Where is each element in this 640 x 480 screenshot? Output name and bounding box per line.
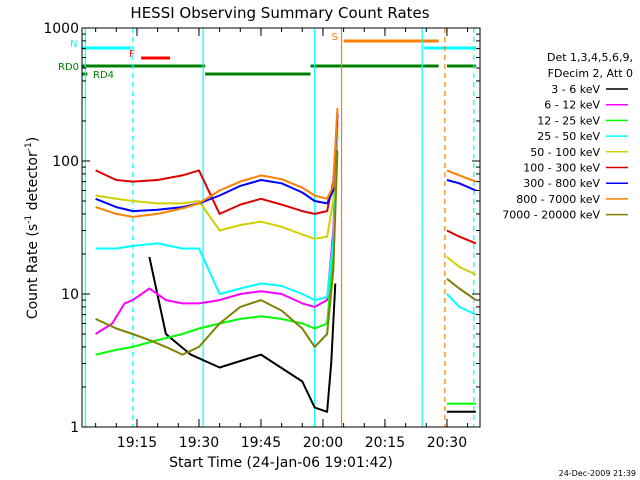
series-line-4 (95, 126, 339, 240)
series-line-4 (446, 256, 477, 276)
axes-layer: 1 10 100 1000 19:15 19:30 19:45 20:00 20:15 20:30 (43, 21, 480, 451)
chart-title: HESSI Observing Summary Count Rates (130, 4, 429, 22)
y-axis-label-end: ) (25, 137, 41, 142)
legend-header-line2: FDecim 2, Att 0 (548, 67, 633, 80)
series-line-5 (446, 229, 477, 245)
series-line-8 (446, 278, 477, 301)
series-line-7 (95, 108, 339, 218)
x-tick-label: 19:45 (241, 435, 281, 451)
legend-entry-label: 25 - 50 keV (537, 130, 600, 143)
y-axis-label-sup1: -1 (24, 215, 34, 224)
plot-frame (81, 27, 481, 428)
series-line-0 (148, 256, 337, 413)
legend-entry-label: 6 - 12 keV (544, 99, 600, 112)
legend-entry-label: 7000 - 20000 keV (502, 209, 600, 222)
y-axis-label: Count Rate (s-1 detector-1) (24, 137, 41, 319)
series-line-6 (446, 179, 477, 192)
y-axis-label-sup2: -1 (24, 142, 34, 151)
footer-date: 24-Dec-2009 21:39 (559, 469, 636, 478)
legend-entry-label: 50 - 100 keV (530, 146, 600, 159)
x-axis-label: Start Time (24-Jan-06 19:01:42) (169, 455, 393, 471)
series-line-2 (95, 133, 339, 356)
flag-rd4-label: RD4 (93, 70, 114, 81)
legend-header-line1: Det 1,3,4,5,6,9, (547, 51, 633, 64)
x-tick-label: 20:30 (427, 435, 467, 451)
y-tick-label: 1 (70, 420, 79, 436)
y-axis-label-mid: detector (25, 151, 41, 215)
x-tick-label: 19:30 (179, 435, 219, 451)
series-line-7 (446, 169, 477, 183)
series-line-1 (95, 120, 339, 335)
flag-s-label: S (332, 32, 338, 43)
legend-entry-label: 12 - 25 keV (537, 114, 600, 127)
legend-entries: 3 - 6 keV 6 - 12 keV 12 - 25 keV 25 - 50 ke… (502, 83, 628, 222)
series-line-3 (446, 293, 477, 316)
x-tick-label: 19:15 (117, 435, 157, 451)
x-tick-label: 20:15 (365, 435, 405, 451)
series-line-8 (95, 150, 339, 356)
series-layer (95, 108, 477, 413)
y-axis-label-main: Count Rate (s (25, 224, 41, 319)
flag-rd0-label: RD0 (58, 62, 79, 73)
y-tick-label: 1000 (43, 21, 79, 37)
legend-entry-label: 3 - 6 keV (551, 83, 600, 96)
series-line-3 (95, 137, 339, 302)
y-tick-label: 100 (52, 154, 79, 170)
legend-entry-label: 800 - 7000 keV (516, 193, 600, 206)
flag-f-label: F (129, 49, 135, 60)
legend-entry-label: 100 - 300 keV (523, 162, 600, 175)
flag-n-label: N (70, 39, 77, 50)
legend-entry-label: 300 - 800 keV (523, 177, 600, 190)
series-line-6 (95, 112, 339, 213)
flags-layer: N F S RD0 RD4 (58, 32, 476, 81)
legend: Det 1,3,4,5,6,9, FDecim 2, Att 0 3 - 6 k… (502, 51, 633, 222)
series-line-5 (95, 115, 339, 215)
y-tick-label: 10 (61, 287, 79, 303)
x-tick-label: 20:00 (303, 435, 343, 451)
